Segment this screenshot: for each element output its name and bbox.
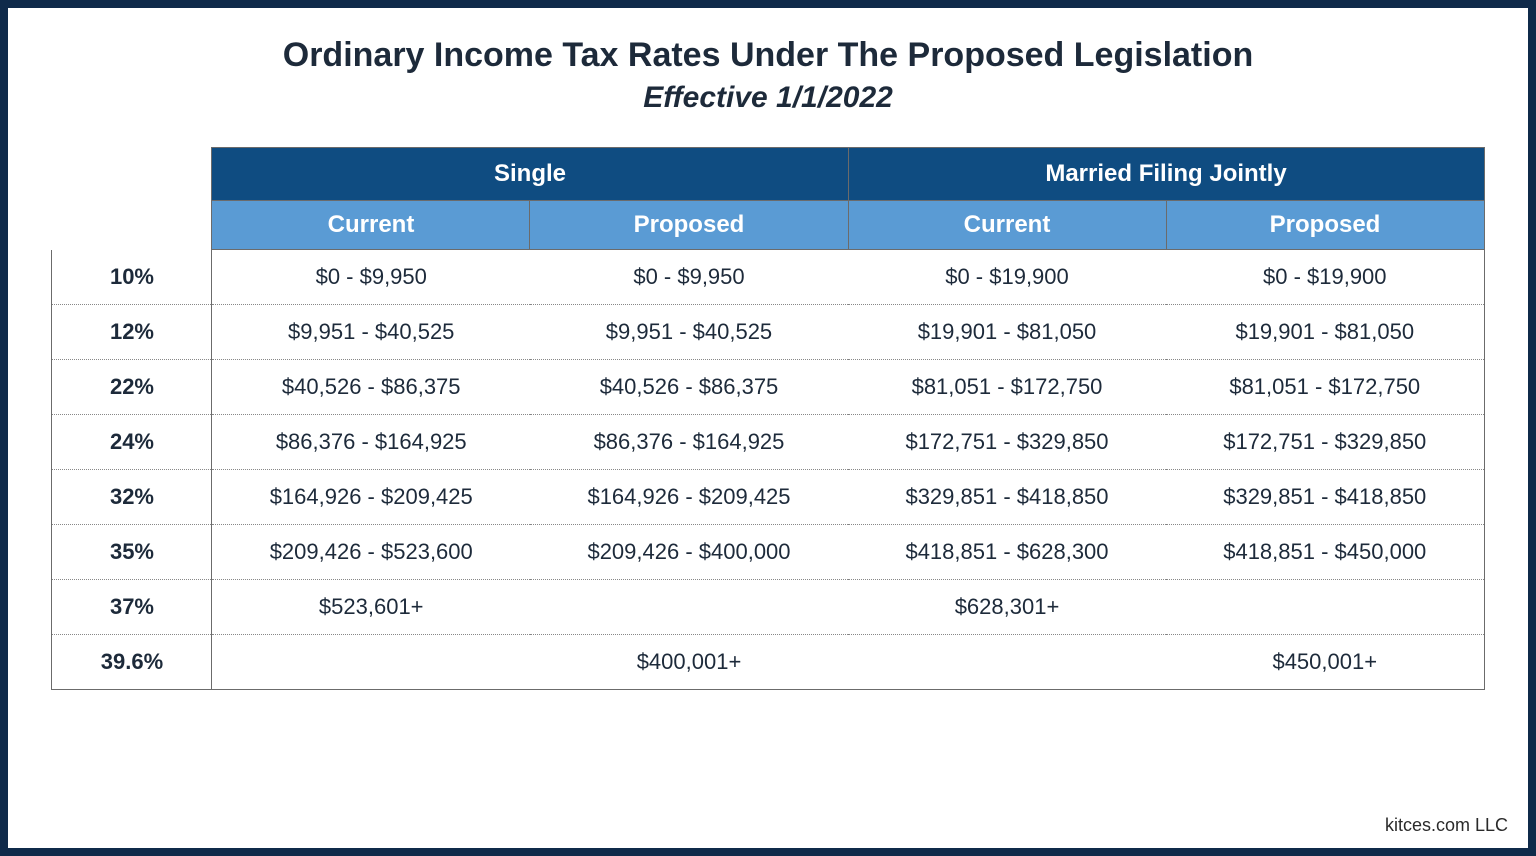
cell-single-proposed: $164,926 - $209,425	[530, 470, 848, 525]
cell-single-current: $164,926 - $209,425	[212, 470, 530, 525]
cell-single-current: $523,601+	[212, 580, 530, 635]
group-header-row: Single Married Filing Jointly	[52, 148, 1484, 201]
cell-single-current	[212, 635, 530, 690]
table-row: 24% $86,376 - $164,925 $86,376 - $164,92…	[52, 415, 1484, 470]
rate-label: 22%	[52, 360, 212, 415]
cell-single-proposed: $86,376 - $164,925	[530, 415, 848, 470]
page-subtitle: Effective 1/1/2022	[38, 81, 1498, 115]
rate-label: 32%	[52, 470, 212, 525]
cell-married-current: $0 - $19,900	[848, 250, 1166, 305]
table-row: 12% $9,951 - $40,525 $9,951 - $40,525 $1…	[52, 305, 1484, 360]
table-row: 37% $523,601+ $628,301+	[52, 580, 1484, 635]
cell-single-current: $40,526 - $86,375	[212, 360, 530, 415]
blank-corner	[52, 148, 212, 250]
cell-married-proposed	[1166, 580, 1484, 635]
footer-credit: kitces.com LLC	[1385, 815, 1508, 836]
cell-single-current: $0 - $9,950	[212, 250, 530, 305]
subheader-married-current: Current	[848, 201, 1166, 250]
subheader-single-proposed: Proposed	[530, 201, 848, 250]
table-row: 39.6% $400,001+ $450,001+	[52, 635, 1484, 690]
table-row: 35% $209,426 - $523,600 $209,426 - $400,…	[52, 525, 1484, 580]
cell-single-current: $9,951 - $40,525	[212, 305, 530, 360]
cell-single-proposed: $40,526 - $86,375	[530, 360, 848, 415]
cell-married-proposed: $418,851 - $450,000	[1166, 525, 1484, 580]
rate-label: 37%	[52, 580, 212, 635]
cell-married-current: $19,901 - $81,050	[848, 305, 1166, 360]
cell-married-current: $628,301+	[848, 580, 1166, 635]
table-row: 22% $40,526 - $86,375 $40,526 - $86,375 …	[52, 360, 1484, 415]
cell-single-current: $86,376 - $164,925	[212, 415, 530, 470]
cell-single-proposed: $0 - $9,950	[530, 250, 848, 305]
cell-single-proposed	[530, 580, 848, 635]
cell-married-current: $81,051 - $172,750	[848, 360, 1166, 415]
cell-married-proposed: $81,051 - $172,750	[1166, 360, 1484, 415]
subheader-single-current: Current	[212, 201, 530, 250]
rate-label: 39.6%	[52, 635, 212, 690]
cell-married-current: $329,851 - $418,850	[848, 470, 1166, 525]
group-header-single: Single	[212, 148, 848, 201]
subheader-married-proposed: Proposed	[1166, 201, 1484, 250]
cell-single-proposed: $209,426 - $400,000	[530, 525, 848, 580]
document-frame: Ordinary Income Tax Rates Under The Prop…	[0, 0, 1536, 856]
cell-married-current: $172,751 - $329,850	[848, 415, 1166, 470]
table-row: 10% $0 - $9,950 $0 - $9,950 $0 - $19,900…	[52, 250, 1484, 305]
cell-married-proposed: $329,851 - $418,850	[1166, 470, 1484, 525]
table-row: 32% $164,926 - $209,425 $164,926 - $209,…	[52, 470, 1484, 525]
cell-married-proposed: $0 - $19,900	[1166, 250, 1484, 305]
rate-label: 35%	[52, 525, 212, 580]
cell-married-current	[848, 635, 1166, 690]
cell-married-current: $418,851 - $628,300	[848, 525, 1166, 580]
cell-married-proposed: $172,751 - $329,850	[1166, 415, 1484, 470]
cell-single-proposed: $400,001+	[530, 635, 848, 690]
cell-single-current: $209,426 - $523,600	[212, 525, 530, 580]
cell-single-proposed: $9,951 - $40,525	[530, 305, 848, 360]
sub-header-row: Current Proposed Current Proposed	[52, 201, 1484, 250]
cell-married-proposed: $450,001+	[1166, 635, 1484, 690]
page-title: Ordinary Income Tax Rates Under The Prop…	[38, 36, 1498, 75]
group-header-married: Married Filing Jointly	[848, 148, 1484, 201]
rate-label: 10%	[52, 250, 212, 305]
cell-married-proposed: $19,901 - $81,050	[1166, 305, 1484, 360]
tax-rate-table: Single Married Filing Jointly Current Pr…	[51, 147, 1484, 690]
rate-label: 24%	[52, 415, 212, 470]
title-block: Ordinary Income Tax Rates Under The Prop…	[38, 36, 1498, 115]
rate-label: 12%	[52, 305, 212, 360]
